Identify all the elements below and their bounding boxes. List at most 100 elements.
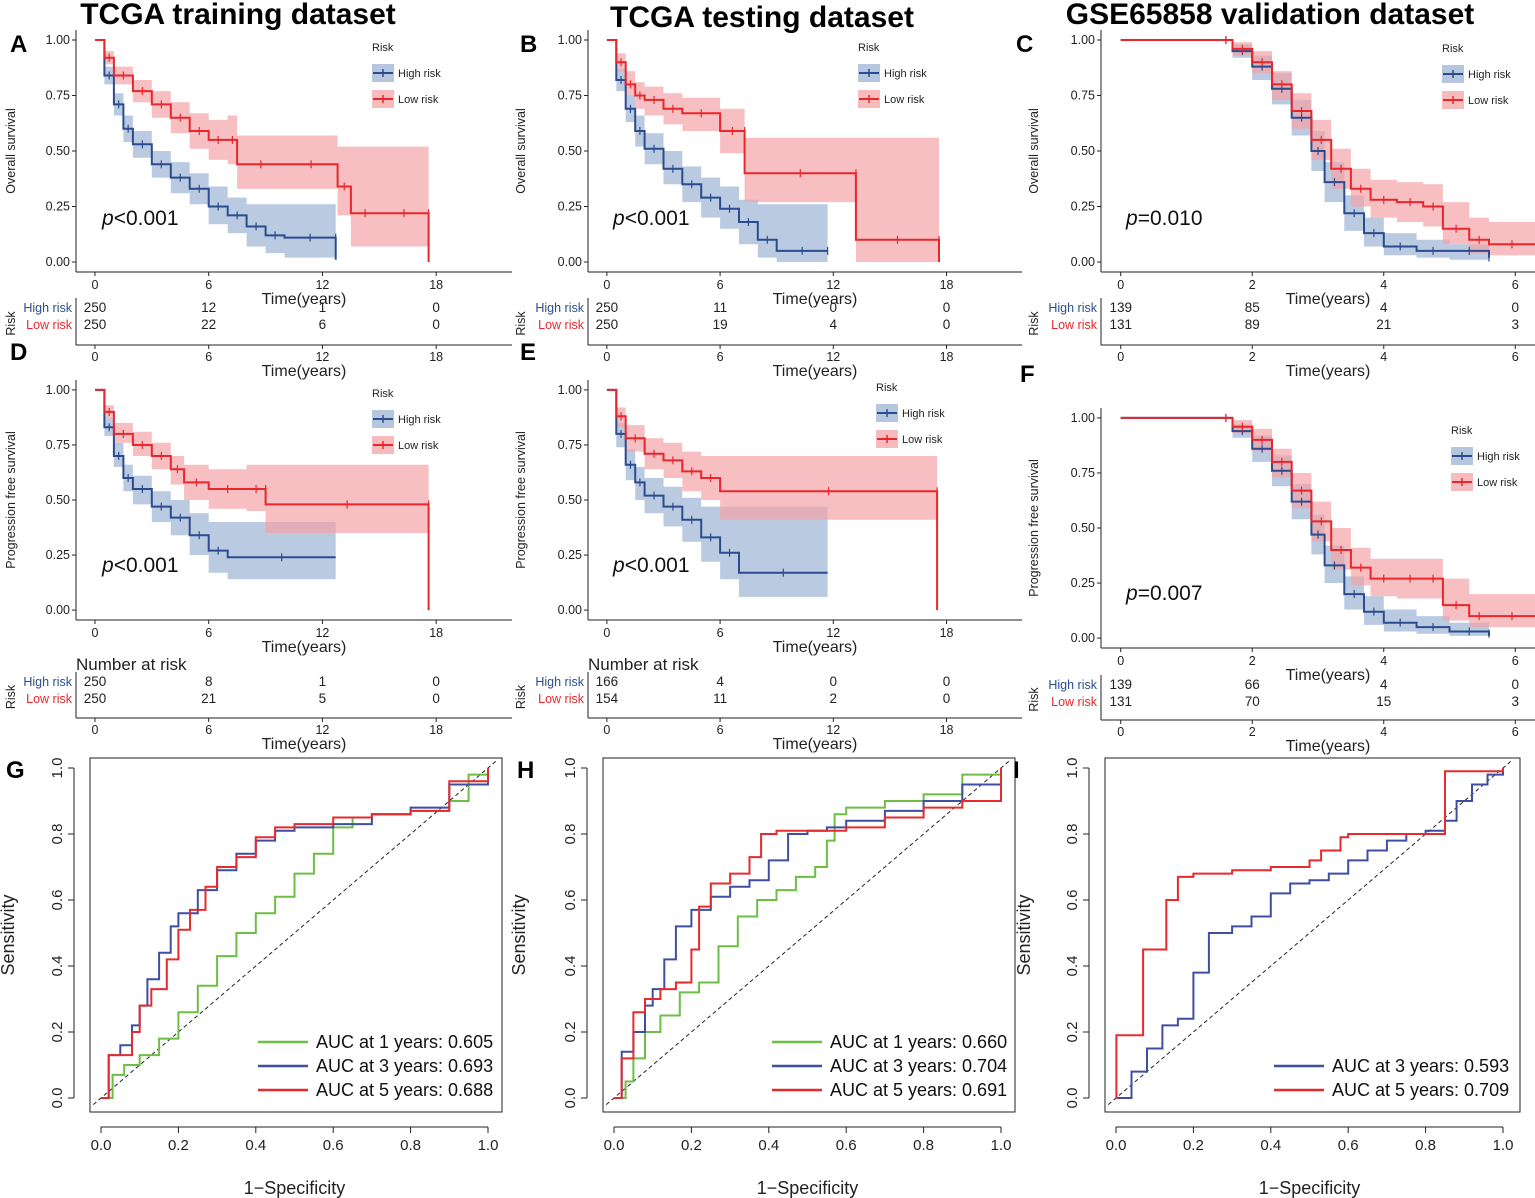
y-tick-label: 1.00 xyxy=(46,383,70,397)
x-tick-label: 12 xyxy=(315,626,329,640)
risk-count: 250 xyxy=(84,691,107,706)
x-tick-label: 18 xyxy=(429,278,443,292)
panel-letter: F xyxy=(1020,361,1035,388)
legend-label: Low risk xyxy=(398,440,439,452)
risk-count: 89 xyxy=(1245,317,1260,332)
risk-count: 70 xyxy=(1245,694,1260,709)
risk-table-x-title: Time(years) xyxy=(262,736,347,753)
roc-legend-label: AUC at 3 years: 0.593 xyxy=(1332,1056,1509,1076)
risk-table-x-title: Time(years) xyxy=(262,363,347,380)
x-tick-label: 12 xyxy=(315,278,329,292)
legend-title: Risk xyxy=(1451,425,1473,437)
y-tick-label: 0.4 xyxy=(562,956,579,977)
p-symbol: p xyxy=(612,554,625,577)
risk-table-tick-label: 6 xyxy=(205,350,212,364)
risk-count: 4 xyxy=(1380,677,1388,692)
y-tick-label: 0.8 xyxy=(1064,824,1081,845)
risk-group-label: High risk xyxy=(535,301,584,315)
x-tick-label: 0.8 xyxy=(400,1137,421,1154)
y-tick-label: 0.50 xyxy=(558,144,582,158)
x-tick-label: 0.8 xyxy=(913,1137,934,1154)
x-tick-label: 1.0 xyxy=(991,1137,1012,1154)
y-tick-label: 0.75 xyxy=(1071,88,1095,102)
x-tick-label: 0.8 xyxy=(1415,1137,1436,1154)
y-tick-label: 0.00 xyxy=(558,603,582,617)
risk-table-tick-label: 6 xyxy=(1512,725,1519,739)
km-curve-low-risk xyxy=(1120,416,1535,618)
risk-count: 0 xyxy=(943,317,951,332)
y-tick-label: 0.2 xyxy=(1064,1022,1081,1043)
x-tick-label: 0 xyxy=(91,278,98,292)
x-axis-title: Time(years) xyxy=(262,291,347,308)
panel-letter: A xyxy=(10,31,27,58)
legend-label: Low risk xyxy=(884,94,925,106)
y-tick-label: 1.0 xyxy=(49,758,66,779)
risk-count: 21 xyxy=(201,691,216,706)
legend-label: High risk xyxy=(398,68,441,80)
y-tick-label: 0.6 xyxy=(49,890,66,911)
y-tick-label: 0.50 xyxy=(46,144,70,158)
x-tick-label: 4 xyxy=(1380,278,1387,292)
panel-d: D0.000.250.500.751.000 6 12 18Time(years)Pr… xyxy=(4,339,512,753)
x-tick-label: 18 xyxy=(429,626,443,640)
x-tick-label: 0 xyxy=(1117,654,1124,668)
risk-count: 250 xyxy=(84,317,107,332)
roc-curve-3yr xyxy=(614,768,1002,1099)
risk-count: 0 xyxy=(830,674,838,689)
x-tick-label: 0 xyxy=(91,626,98,640)
y-tick-label: 0.2 xyxy=(562,1022,579,1043)
panel-c: C 0.00 0.25 0.50 0.75 1.00 0 2 4 6 Time(years) Over… xyxy=(1016,30,1535,380)
legend-label: High risk xyxy=(398,414,441,426)
legend-label: High risk xyxy=(1477,451,1520,463)
x-tick-label: 18 xyxy=(940,626,954,640)
plots-layer: A0.000.250.500.751.000 6 12 18Time(years)Ov… xyxy=(0,30,1535,1198)
risk-group-label: High risk xyxy=(23,675,72,689)
legend-label: Low risk xyxy=(902,434,943,446)
x-tick-label: 0.0 xyxy=(91,1137,112,1154)
dataset-title-testing: TCGA testing dataset xyxy=(610,1,914,34)
risk-group-label: High risk xyxy=(1048,678,1097,692)
risk-group-label: High risk xyxy=(1048,301,1097,315)
risk-table-tick-label: 4 xyxy=(1380,725,1387,739)
p-value: p<0.001 xyxy=(612,207,690,230)
legend-label: Low risk xyxy=(1468,95,1509,107)
y-tick-label: 0.25 xyxy=(558,548,582,562)
risk-count: 131 xyxy=(1109,317,1132,332)
risk-count: 250 xyxy=(596,300,619,315)
y-tick-label: 0.75 xyxy=(46,88,70,102)
risk-table-tick-label: 18 xyxy=(940,350,954,364)
y-tick-label: 0.50 xyxy=(1071,521,1095,535)
y-tick-label: 0.4 xyxy=(49,956,66,977)
risk-count: 0 xyxy=(1512,677,1520,692)
legend-label: High risk xyxy=(902,408,945,420)
roc-curve-5yr xyxy=(614,768,1002,1099)
roc-legend-label: AUC at 5 years: 0.688 xyxy=(316,1080,493,1100)
y-tick-label: 0.50 xyxy=(46,493,70,507)
p-value-text: <0.001 xyxy=(625,207,690,230)
p-symbol: p xyxy=(101,207,114,230)
panel-b: B 0.00 0.25 0.50 0.75 1.00 0 6 12 18 Time(years) Ov… xyxy=(514,30,1022,380)
risk-table-y-title: Risk xyxy=(1027,311,1041,336)
x-tick-label: 6 xyxy=(1512,278,1519,292)
risk-group-label: Low risk xyxy=(538,318,585,332)
diagonal-reference xyxy=(605,761,1010,1105)
km-curve-low-risk xyxy=(606,388,939,611)
risk-count: 250 xyxy=(596,317,619,332)
x-tick-label: 0 xyxy=(603,626,610,640)
y-axis-title: Overall survival xyxy=(1027,108,1041,193)
panel-letter: E xyxy=(520,339,536,366)
panel-i: I 0.0 0.2 0.4 0.6 0.8 1.0 0.0 0.2 0.4 0.6 0.8 1.0 1−S… xyxy=(1013,757,1521,1198)
ci-band-high-risk xyxy=(606,40,828,262)
y-tick-label: 1.0 xyxy=(1064,758,1081,779)
panel-g: G 0.0 0.2 0.4 0.6 0.8 1.0 0.0 0.2 0.4 0.6 0.8 1.0 1−S… xyxy=(0,757,503,1198)
risk-count: 4 xyxy=(830,317,838,332)
y-tick-label: 0.00 xyxy=(46,255,70,269)
x-tick-label: 12 xyxy=(826,626,840,640)
x-axis-title: 1−Specificity xyxy=(757,1178,859,1198)
x-tick-label: 0.4 xyxy=(1260,1137,1281,1154)
roc-legend-label: AUC at 5 years: 0.691 xyxy=(830,1080,1007,1100)
p-value-text: <0.001 xyxy=(625,554,690,577)
y-axis-title: Progression free survival xyxy=(4,431,18,569)
y-tick-label: 0.25 xyxy=(46,200,70,214)
risk-table-tick-label: 4 xyxy=(1380,350,1387,364)
